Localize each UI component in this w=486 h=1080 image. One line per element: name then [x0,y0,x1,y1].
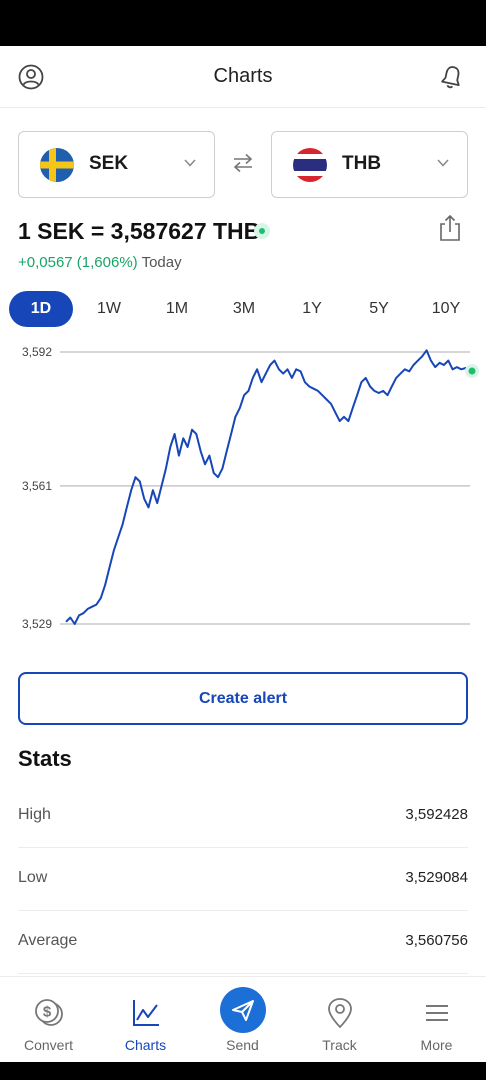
tab-label: Charts [124,1037,167,1053]
range-3m[interactable]: 3M [232,300,256,317]
y-tick-label: 3,529 [22,617,52,631]
to-currency-select[interactable]: THB [271,131,468,198]
line-chart-icon [132,1000,159,1026]
range-1y[interactable]: 1Y [302,300,322,317]
user-circle-icon[interactable] [18,64,44,90]
y-tick-label: 3,561 [22,479,52,493]
top-bar: Charts [0,46,486,108]
coins-icon: $ [34,999,63,1026]
chevron-down-icon [437,159,449,167]
tab-send[interactable]: Send [194,977,291,1063]
stat-label: High [18,806,51,823]
tab-convert[interactable]: $ Convert [0,977,97,1063]
bell-icon[interactable] [440,64,464,90]
page-title: Charts [213,65,273,87]
stat-value: 3,560756 [405,932,468,949]
tab-charts[interactable]: Charts [97,977,194,1063]
tab-more[interactable]: More [388,977,485,1063]
swap-arrows-icon[interactable] [231,151,255,175]
y-tick-label: 3,592 [22,345,52,359]
tab-label: Convert [23,1037,74,1053]
live-indicator-icon [254,223,270,239]
from-currency-code: SEK [89,153,129,174]
range-5y[interactable]: 5Y [369,300,389,317]
sweden-flag-icon [40,148,74,182]
stat-value: 3,529084 [405,869,468,886]
paper-plane-icon [231,1000,254,1021]
send-button[interactable] [219,987,266,1033]
rate-change-value: +0,0567 (1,606%) [18,254,138,271]
thailand-flag-icon [293,148,327,182]
rate-chart[interactable]: 3,592 3,561 3,529 [0,336,486,636]
range-1w[interactable]: 1W [97,300,121,317]
to-currency-code: THB [342,153,382,174]
range-10y[interactable]: 10Y [431,300,461,317]
tab-label: Track [322,1037,357,1053]
exchange-rate: 1 SEK = 3,587627 THB [18,218,261,244]
current-point [468,367,476,375]
stat-row-high: High 3,592428 [18,785,468,848]
bottom-tab-bar: $ Convert Charts Send Track More [0,976,486,1062]
range-1d[interactable]: 1D [9,291,73,327]
range-selector: 1D 1W 1M 3M 1Y 5Y 10Y [9,291,479,327]
series-line [65,349,471,625]
status-bar [0,0,486,46]
chevron-down-icon [184,159,196,167]
range-1m[interactable]: 1M [165,300,189,317]
stat-label: Average [18,932,78,949]
stat-value: 3,592428 [405,806,468,823]
stat-row-low: Low 3,529084 [18,848,468,911]
stat-row-average: Average 3,560756 [18,911,468,974]
from-currency-select[interactable]: SEK [18,131,215,198]
menu-icon [425,1005,448,1021]
tab-label: Send [226,1037,259,1053]
svg-text:$: $ [42,1004,51,1021]
rate-change-period: Today [141,254,182,271]
location-pin-icon [327,998,352,1029]
create-alert-button[interactable]: Create alert [18,672,468,725]
share-icon[interactable] [438,214,462,242]
tab-track[interactable]: Track [291,977,388,1063]
tab-label: More [420,1037,453,1053]
system-nav-bar [0,1062,486,1080]
rate-change: +0,0567 (1,606%) Today [18,254,182,271]
stat-label: Low [18,869,48,886]
stats-title: Stats [18,746,72,771]
